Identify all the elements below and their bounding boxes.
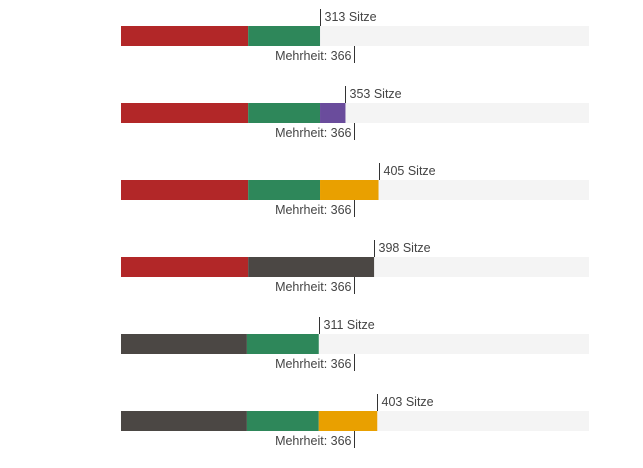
- majority-label: Mehrheit: 366: [275, 203, 351, 217]
- majority-label: Mehrheit: 366: [275, 49, 351, 63]
- majority-label: Mehrheit: 366: [275, 280, 351, 294]
- majority-label: Mehrheit: 366: [275, 357, 351, 371]
- total-seats-label: 353 Sitze: [350, 87, 402, 101]
- bar-segment-orange: [320, 180, 379, 200]
- total-seats-label: 398 Sitze: [379, 241, 431, 255]
- total-seats-label: 405 Sitze: [384, 164, 436, 178]
- bar-segment-dark: [121, 411, 247, 431]
- bar-segment-orange: [318, 411, 378, 431]
- bar-segment-green: [248, 26, 321, 46]
- bar-segment-red: [121, 26, 249, 46]
- bar-segment-green: [246, 334, 319, 354]
- majority-label: Mehrheit: 366: [275, 126, 351, 140]
- majority-label: Mehrheit: 366: [275, 434, 351, 448]
- total-seats-label: 403 Sitze: [382, 395, 434, 409]
- total-seats-label: 313 Sitze: [325, 10, 377, 24]
- bar-segment-dark: [248, 257, 375, 277]
- bar-segment-green: [248, 103, 321, 123]
- total-seats-label: 311 Sitze: [324, 318, 375, 332]
- bar-segment-red: [121, 257, 249, 277]
- bar-segment-purple: [320, 103, 346, 123]
- bar-segment-green: [248, 180, 321, 200]
- bar-segment-red: [121, 180, 249, 200]
- bar-segment-dark: [121, 334, 247, 354]
- bar-segment-green: [246, 411, 319, 431]
- bar-segment-red: [121, 103, 249, 123]
